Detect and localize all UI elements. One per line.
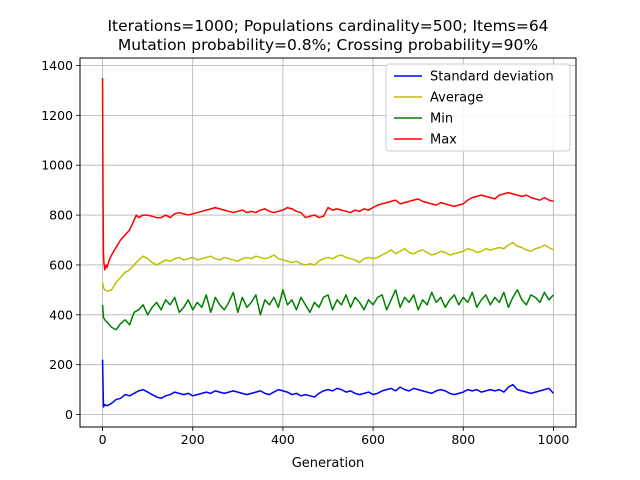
x-tick-label: 400	[271, 432, 295, 447]
series-line-standard-deviation	[101, 359, 555, 408]
x-axis-label: Generation	[292, 456, 365, 471]
plot-area-frame	[79, 57, 577, 428]
series-line-min	[101, 289, 555, 331]
legend-box	[385, 63, 571, 152]
y-tick-label: 600	[49, 257, 73, 272]
x-tick-label: 200	[181, 432, 205, 447]
legend-label-standard-deviation: Standard deviation	[430, 70, 554, 85]
legend-label-average: Average	[430, 91, 483, 106]
y-tick-label: 1400	[41, 58, 73, 73]
y-tick-label: 0	[65, 407, 73, 422]
legend-label-min: Min	[430, 112, 453, 127]
y-tick-label: 800	[49, 208, 73, 223]
grid	[80, 58, 576, 427]
axis-ticks: 0 200 400 600 800 1000 0 200 400 600 800 1000 1200 14…	[41, 58, 569, 447]
x-tick-label: 600	[361, 432, 385, 447]
legend: Standard deviation Average Min Max	[385, 63, 571, 152]
series-line-average	[101, 241, 554, 292]
legend-label-max: Max	[430, 133, 457, 148]
x-tick-label: 0	[99, 432, 107, 447]
y-tick-label: 400	[49, 307, 73, 322]
x-tick-label: 1000	[538, 432, 570, 447]
series-lines	[101, 77, 555, 408]
series-line-max	[101, 77, 554, 271]
chart-subtitle: Mutation probability=0.8%; Crossing prob…	[118, 36, 538, 54]
chart-title: Iterations=1000; Populations cardinality…	[107, 17, 548, 35]
y-tick-label: 1000	[41, 158, 73, 173]
y-tick-label: 200	[49, 357, 73, 372]
x-tick-label: 800	[451, 432, 475, 447]
y-tick-label: 1200	[41, 108, 73, 123]
